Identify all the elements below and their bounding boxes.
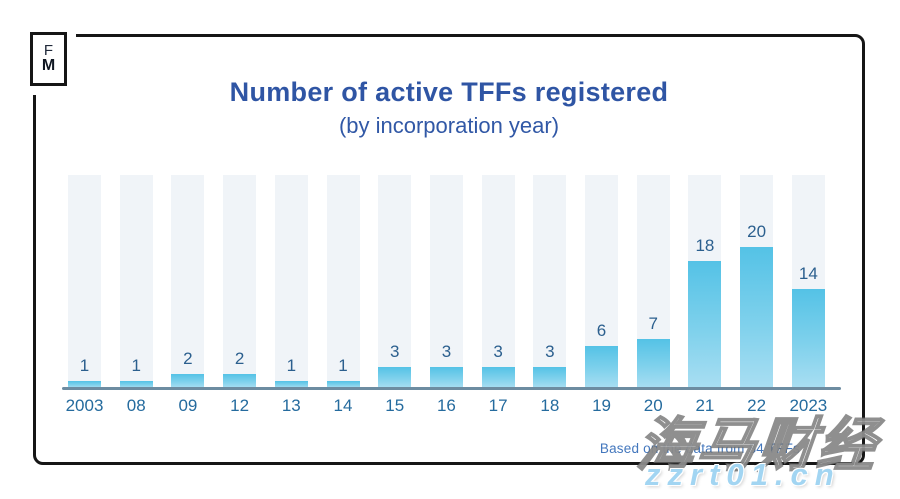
- chart-title: Number of active TFFs registered: [229, 77, 669, 107]
- x-axis-tick: 08: [120, 396, 153, 416]
- bar-value-label: 6: [596, 320, 607, 340]
- chart-column: 7: [636, 175, 670, 388]
- bar: [636, 338, 670, 388]
- chart-columns: 1 1 2 2 1 1 3 3 3 3 6 7 18 20 14: [68, 175, 825, 388]
- bar: [223, 373, 257, 388]
- x-axis-tick: 13: [275, 396, 308, 416]
- x-axis-tick: 19: [585, 396, 618, 416]
- chart-column: 14: [791, 175, 825, 388]
- x-axis-tick-label: 2003: [65, 396, 104, 415]
- chart-column: 1: [119, 175, 153, 388]
- bar-value-label: 7: [648, 313, 658, 333]
- bar-value-label: 20: [747, 222, 767, 241]
- x-axis-tick-label: 16: [436, 396, 456, 415]
- chart-column: 20: [740, 175, 774, 388]
- x-axis-tick: 17: [482, 396, 515, 416]
- chart-column: 1: [68, 175, 101, 388]
- chart-column: 3: [533, 175, 567, 388]
- bar: [171, 373, 205, 388]
- bar: [68, 380, 101, 388]
- chart-card: Number of active TFFs registered (by inc…: [33, 34, 865, 465]
- bar-value-label: 1: [338, 355, 348, 375]
- bar-value-label: 1: [131, 355, 141, 375]
- x-axis-tick-label: 13: [281, 396, 301, 415]
- chart-column: 2: [171, 175, 205, 388]
- bar: [326, 380, 360, 388]
- x-axis-tick-label: 17: [488, 396, 508, 415]
- x-axis-tick: 09: [171, 396, 204, 416]
- bar-value-label: 1: [286, 355, 297, 375]
- chart-subtitle: (by incorporation year): [338, 113, 560, 138]
- source-note: Based on the data from 84 TFFs: [599, 441, 800, 456]
- bar: [429, 366, 463, 388]
- x-axis-tick: 18: [533, 396, 566, 416]
- x-axis-line: [62, 387, 841, 390]
- bar-value-label: 3: [441, 341, 452, 361]
- x-axis-tick-label: 19: [592, 396, 611, 415]
- fm-logo-letter-m: M: [41, 57, 56, 75]
- chart-column: 6: [585, 175, 619, 388]
- bar: [119, 380, 153, 388]
- chart-column: 18: [688, 175, 722, 388]
- x-axis-tick-label: 20: [643, 396, 663, 415]
- x-axis-tick: 2003: [65, 396, 104, 416]
- bar: [274, 380, 308, 388]
- bar: [688, 261, 722, 388]
- watermark-url-text: zzrt01.cn: [645, 457, 841, 492]
- x-axis-tick: 15: [378, 396, 411, 416]
- chart-column: 3: [481, 175, 515, 388]
- x-axis-tick-label: 12: [230, 396, 250, 415]
- fm-logo: F M: [30, 32, 67, 86]
- bar: [481, 366, 515, 388]
- x-axis-tick-label: 08: [126, 396, 146, 415]
- x-axis-tick: 2023: [789, 396, 828, 416]
- x-axis-tick-label: 18: [540, 396, 560, 415]
- x-axis-tick-label: 21: [695, 396, 715, 415]
- bar-value-label: 3: [545, 341, 555, 361]
- bar-value-label: 2: [234, 348, 245, 368]
- x-axis-tick: 20: [637, 396, 670, 416]
- bar: [791, 289, 825, 388]
- x-axis-tick-label: 2023: [789, 396, 828, 415]
- chart-column: 3: [378, 175, 412, 388]
- x-axis-tick: 16: [430, 396, 463, 416]
- x-axis-tick: 14: [327, 396, 360, 416]
- chart-column: 1: [326, 175, 360, 388]
- x-axis-labels: 2003 08 09 12 13 14 15 16 17 18 19 20 21 22 2023: [65, 396, 828, 416]
- bar-value-label: 2: [183, 348, 193, 368]
- bar-value-label: 3: [493, 341, 503, 361]
- x-axis-tick: 22: [740, 396, 773, 416]
- x-axis-tick-label: 22: [747, 396, 767, 415]
- x-axis-tick: 21: [688, 396, 721, 416]
- bar-value-label: 18: [695, 236, 715, 256]
- bar: [378, 366, 412, 388]
- bar: [585, 345, 619, 388]
- bar-value-label: 3: [389, 341, 400, 361]
- x-axis-tick-label: 15: [385, 396, 405, 415]
- bar-value-label: 14: [798, 264, 818, 284]
- chart-column: 1: [274, 175, 308, 388]
- chart-column: 3: [429, 175, 463, 388]
- x-axis-tick-label: 09: [178, 396, 198, 415]
- fm-logo-letter-f: F: [43, 41, 54, 59]
- chart-column: 2: [223, 175, 257, 388]
- bar: [740, 247, 774, 388]
- bar: [533, 366, 567, 388]
- bar-value-label: 1: [79, 355, 90, 375]
- x-axis-tick: 12: [223, 396, 256, 416]
- x-axis-tick-label: 14: [333, 396, 353, 415]
